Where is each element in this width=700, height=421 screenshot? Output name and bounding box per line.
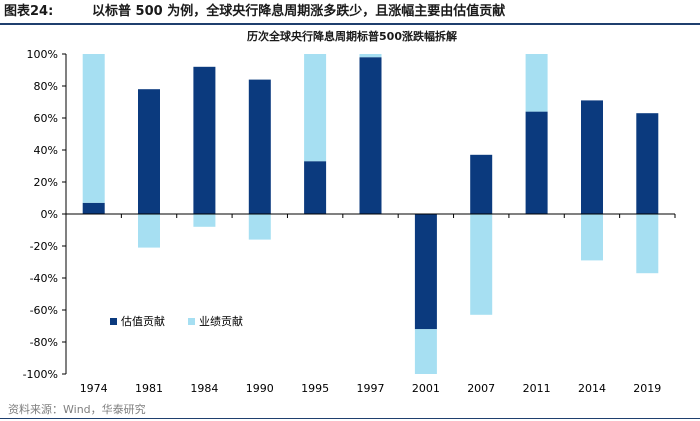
legend-label-earnings: 业绩贡献 <box>199 314 243 328</box>
figure-number: 图表24: <box>4 4 54 19</box>
bar-chart: 历次全球央行降息周期标普500涨跌幅拆解 -100% -80% -60% -40% -2… <box>23 29 676 395</box>
y-tick-label: -20% <box>30 240 58 253</box>
bar-valuation-2007 <box>470 154 493 214</box>
y-tick-label: 0% <box>41 208 58 221</box>
bar-earnings-1997 <box>359 54 382 58</box>
y-tick-label: -60% <box>30 304 58 317</box>
chart-bars <box>82 54 659 374</box>
figure-header: 图表24: 以标普 500 为例，全球央行降息周期涨多跌少，且涨幅主要由估值贡献 <box>0 0 700 25</box>
y-tick-label: 100% <box>27 48 58 61</box>
x-axis: 1974 1981 1984 1990 1995 1997 2001 2007 2011 2014… <box>65 213 676 395</box>
bar-earnings-2001 <box>414 329 437 374</box>
bar-earnings-1984 <box>193 214 216 227</box>
x-tick-label: 1981 <box>135 382 163 395</box>
bar-valuation-2014 <box>581 100 603 214</box>
bar-earnings-1981 <box>138 214 160 248</box>
bar-valuation-1984 <box>193 66 216 214</box>
y-axis: -100% -80% -60% -40% -20% 0% 20% 40% 60% 80% 100% <box>23 48 67 381</box>
figure-title: 以标普 500 为例，全球央行降息周期涨多跌少，且涨幅主要由估值贡献 <box>92 4 506 19</box>
y-tick-label: -80% <box>30 336 58 349</box>
bar-earnings-2011 <box>525 54 548 112</box>
x-tick-label: 2011 <box>523 382 551 395</box>
bar-valuation-1995 <box>304 161 327 214</box>
legend-label-valuation: 估值贡献 <box>121 314 165 328</box>
bar-earnings-1995 <box>304 54 327 162</box>
bar-valuation-1990 <box>248 79 271 214</box>
y-tick-label: 60% <box>34 112 58 125</box>
x-tick-label: 1995 <box>301 382 329 395</box>
y-tick-label: -100% <box>23 368 58 381</box>
y-tick-label: 40% <box>34 144 58 157</box>
x-tick-label: 1974 <box>80 382 108 395</box>
x-tick-label: 1997 <box>357 382 385 395</box>
legend-swatch-earnings <box>188 318 195 325</box>
bar-earnings-2019 <box>636 214 659 274</box>
y-tick-label: 80% <box>34 80 58 93</box>
bar-valuation-1981 <box>138 89 160 214</box>
y-tick-label: 20% <box>34 176 58 189</box>
source-note: 资料来源：Wind，华泰研究 <box>8 403 146 416</box>
bar-valuation-2001 <box>414 214 437 330</box>
bottom-rule <box>0 418 700 419</box>
bar-valuation-2019 <box>636 113 659 214</box>
y-tick-label: -40% <box>30 272 58 285</box>
chart-legend: 估值贡献 业绩贡献 <box>110 314 243 328</box>
bar-earnings-1990 <box>248 214 271 240</box>
bar-earnings-2014 <box>581 214 603 261</box>
x-tick-label: 2019 <box>633 382 661 395</box>
x-tick-label: 2007 <box>467 382 495 395</box>
x-tick-label: 1984 <box>190 382 218 395</box>
legend-swatch-valuation <box>110 318 117 325</box>
bar-valuation-2011 <box>525 111 548 214</box>
bar-valuation-1997 <box>359 57 382 215</box>
bar-earnings-2007 <box>470 214 493 315</box>
header-rule <box>0 23 700 25</box>
x-tick-label: 1990 <box>246 382 274 395</box>
bar-valuation-1974 <box>82 202 105 214</box>
x-tick-label: 2001 <box>412 382 440 395</box>
x-tick-label: 2014 <box>578 382 606 395</box>
chart-title: 历次全球央行降息周期标普500涨跌幅拆解 <box>247 29 457 43</box>
bar-earnings-1974 <box>82 54 105 203</box>
